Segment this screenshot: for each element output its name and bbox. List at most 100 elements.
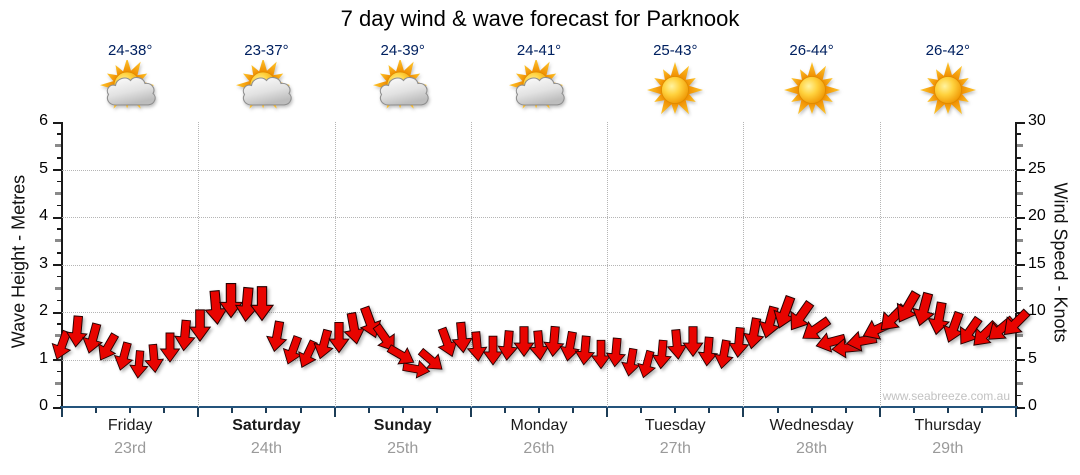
wind-arrow-icon: [189, 309, 212, 343]
bottom-axis-tick: [333, 408, 336, 417]
v-gridline: [470, 122, 472, 407]
wind-arrow-icon: [590, 339, 611, 370]
bottom-axis-tick: [674, 408, 677, 413]
wind-arrow-icon: [144, 343, 165, 373]
bottom-axis-tick: [231, 408, 234, 413]
day-temp-range: 24-41°: [516, 42, 562, 59]
wind-arrow-icon: [802, 316, 832, 340]
right-axis-tick: [1017, 228, 1021, 230]
right-tick-label: 5: [1028, 349, 1037, 367]
bottom-axis-tick: [572, 408, 575, 413]
wind-arrow-icon: [482, 335, 504, 366]
partly-cloudy-icon: [373, 60, 433, 120]
day-name-label: Monday: [510, 417, 568, 434]
bottom-axis-tick: [640, 408, 643, 413]
wind-arrow-icon: [113, 341, 133, 371]
left-axis-tick: [57, 299, 61, 302]
right-axis-tick: [1017, 239, 1023, 243]
sunny-icon: [782, 60, 842, 120]
bottom-axis-tick: [503, 408, 506, 413]
left-tick-label: 5: [39, 159, 48, 177]
h-gridline: [62, 359, 1016, 361]
wind-arrow-icon: [728, 327, 750, 359]
bottom-axis-tick: [129, 408, 132, 413]
bottom-axis-tick: [980, 408, 983, 413]
wind-arrow-icon: [437, 327, 458, 358]
wind-arrow-icon: [249, 285, 275, 321]
left-tick-label: 3: [39, 254, 48, 272]
wind-arrow-icon: [605, 337, 626, 368]
wind-arrow-icon: [1003, 308, 1031, 336]
bottom-axis-tick: [61, 408, 63, 417]
right-axis-tick: [1017, 406, 1025, 409]
wind-arrow-icon: [943, 310, 965, 344]
wind-arrow-icon: [313, 329, 334, 360]
right-axis-tick: [1017, 394, 1021, 397]
h-gridline: [62, 264, 1016, 266]
left-axis-tick: [53, 121, 61, 124]
wind-arrow-icon: [559, 331, 580, 362]
wind-arrow-icon: [959, 315, 983, 345]
bottom-axis-tick: [742, 408, 745, 417]
right-axis-tick: [1017, 264, 1025, 266]
wind-arrow-icon: [282, 335, 302, 365]
day-date-label: 28th: [795, 440, 828, 457]
bottom-axis-tick: [810, 408, 813, 413]
bottom-axis-tick: [401, 408, 404, 413]
right-axis-tick: [1017, 334, 1023, 338]
wind-arrow-icon: [758, 304, 781, 339]
bottom-axis-tick: [265, 408, 268, 413]
right-axis-tick: [1017, 370, 1021, 373]
day-name-label: Friday: [107, 417, 153, 434]
right-axis-tick: [1017, 359, 1025, 361]
bottom-axis-line: [60, 406, 1018, 408]
wind-arrow-icon: [418, 348, 443, 371]
right-axis-tick: [1017, 299, 1021, 302]
day-name-label: Tuesday: [644, 417, 706, 434]
right-axis-tick: [1017, 216, 1025, 219]
left-axis-tick: [53, 169, 61, 171]
wind-arrow-icon: [512, 325, 535, 357]
wind-arrow-icon: [328, 321, 350, 354]
wind-arrow-icon: [574, 335, 596, 366]
right-axis-tick: [1017, 286, 1023, 290]
wind-arrow-icon: [372, 322, 395, 352]
bottom-axis-tick: [878, 408, 881, 417]
bottom-axis-tick: [946, 408, 949, 413]
left-axis-tick: [57, 157, 61, 159]
right-axis-tick: [1017, 169, 1025, 171]
right-tick-label: 15: [1028, 254, 1046, 272]
left-axis-tick: [57, 394, 61, 397]
left-axis-tick: [57, 228, 61, 230]
v-gridline: [198, 122, 200, 407]
left-axis-tick: [53, 406, 61, 409]
right-axis-tick: [1017, 347, 1021, 349]
day-temp-range: 24-38°: [107, 42, 153, 59]
bottom-axis-tick: [776, 408, 779, 413]
day-temp-range: 26-44°: [789, 42, 834, 59]
right-axis-tick: [1017, 133, 1021, 135]
bottom-axis-tick: [367, 408, 370, 413]
left-axis-tick: [55, 191, 61, 195]
bottom-axis-tick: [469, 408, 472, 417]
left-axis-tick: [55, 144, 61, 148]
day-date-label: 26th: [523, 440, 555, 457]
day-date-label: 27th: [659, 440, 691, 457]
left-axis-tick: [57, 180, 61, 183]
bottom-axis-tick: [844, 408, 847, 413]
left-tick-label: 2: [39, 302, 48, 319]
wind-arrow-icon: [773, 294, 796, 329]
wind-arrow-icon: [543, 325, 565, 357]
chart-title: 7 day wind & wave forecast for Parknook: [340, 6, 740, 31]
right-axis-tick: [1017, 275, 1021, 278]
wind-arrow-icon: [204, 290, 228, 326]
right-tick-label: 20: [1028, 207, 1046, 224]
v-gridline: [743, 122, 745, 407]
bottom-axis-tick: [538, 408, 540, 413]
partly-cloudy-icon: [236, 60, 296, 120]
wind-arrow-icon: [621, 348, 641, 378]
bottom-axis-tick: [435, 408, 438, 413]
day-temp-range: 23-37°: [244, 42, 289, 59]
bottom-axis-tick: [299, 408, 302, 413]
sunny-icon: [645, 60, 705, 120]
